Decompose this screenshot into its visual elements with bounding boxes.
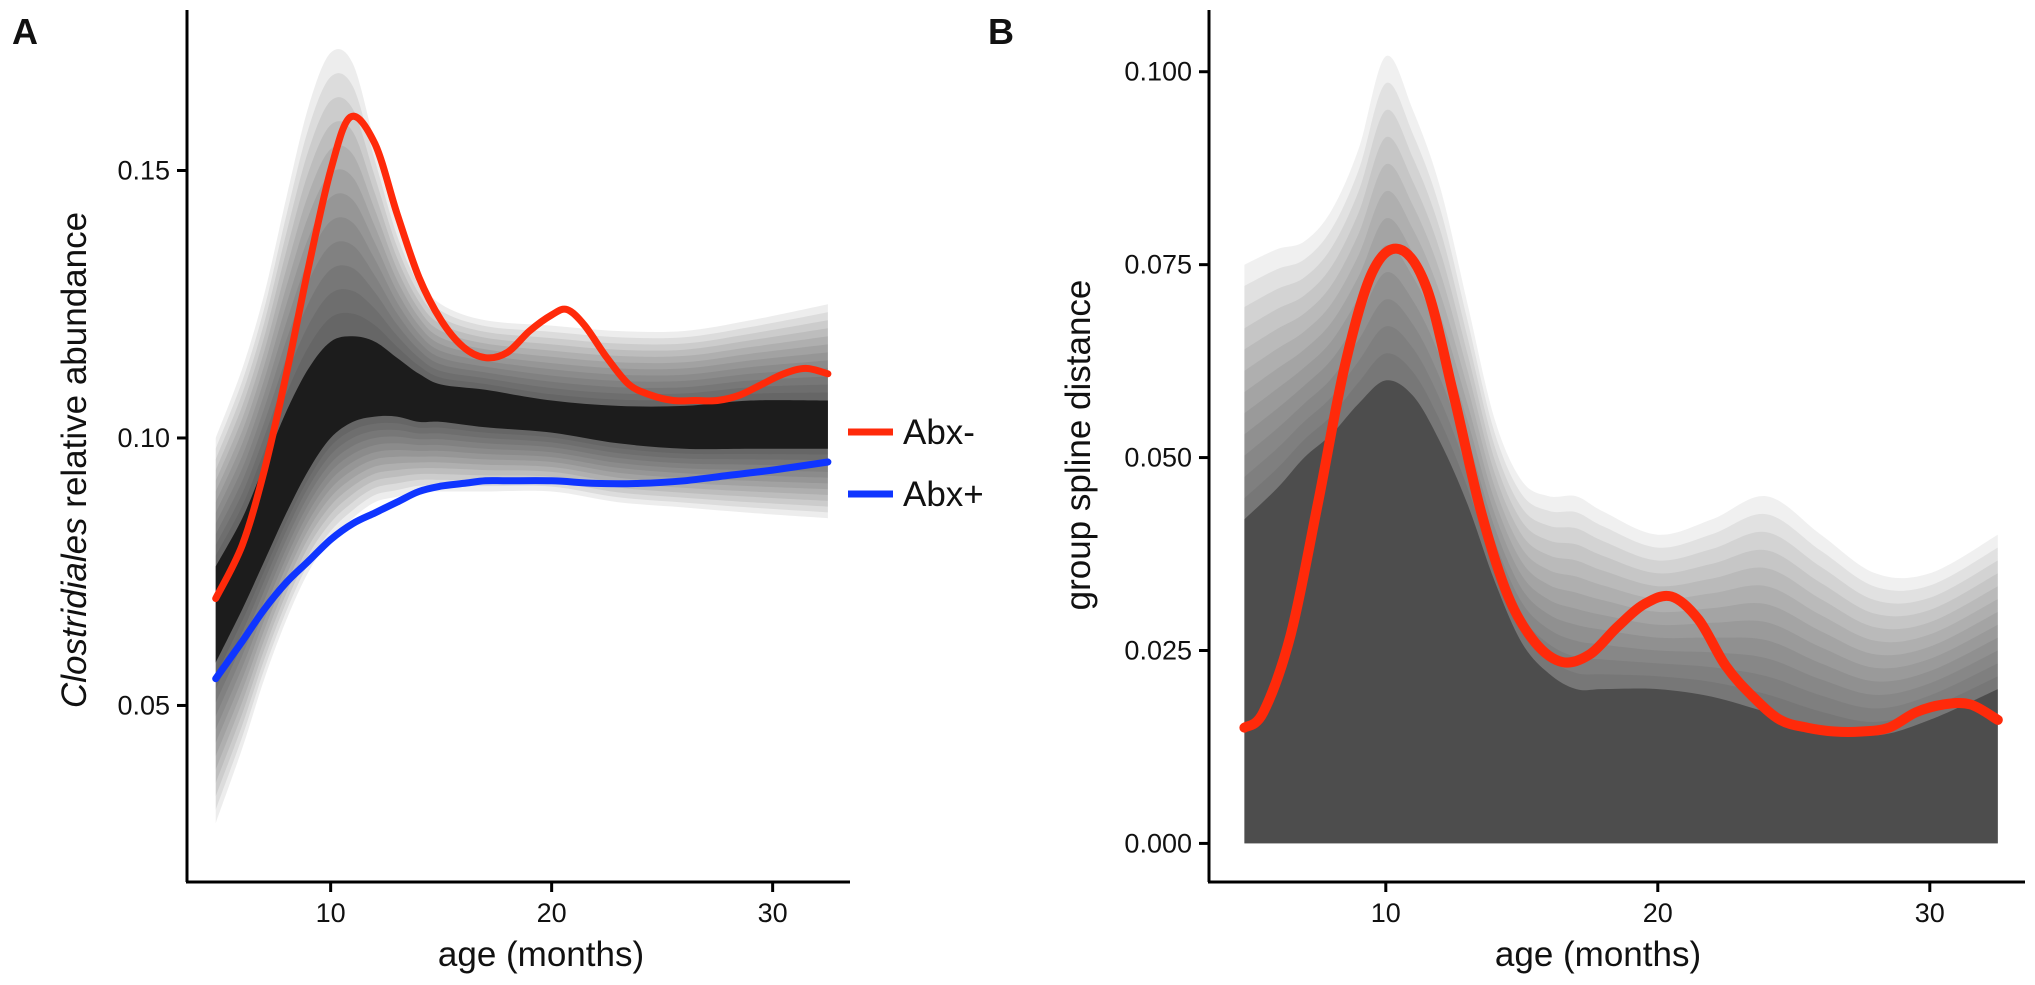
null-band-core	[215, 336, 828, 663]
null-band-layer	[1244, 217, 1998, 844]
y-tick-label: 0.10	[117, 423, 170, 453]
y-tick-label: 0.050	[1124, 443, 1192, 473]
panel-b-y-ticks: 0.000 0.025 0.050 0.075 0.100	[1124, 57, 1209, 858]
null-band-layer	[1244, 244, 1998, 844]
x-tick-label: 30	[758, 898, 788, 928]
panel-b-x-axis-title: age (months)	[1495, 935, 1701, 974]
null-band-layer	[215, 73, 828, 810]
panel-b: B 0.000 0.025 0.050 0.075 0.100 10 20 30 age (…	[988, 10, 2025, 974]
legend-label-abx-plus: Abx+	[903, 475, 984, 514]
null-band-layer	[1244, 299, 1998, 844]
x-tick-label: 10	[316, 898, 346, 928]
x-tick-label: 10	[1371, 898, 1401, 928]
series-line-abx-minus	[212, 458, 832, 683]
panel-b-y-axis-title: group spline distance	[1059, 280, 1098, 611]
legend-label-abx-minus: Abx-	[903, 413, 975, 452]
y-tick-label: 0.100	[1124, 57, 1192, 87]
null-band-layer	[1244, 82, 1998, 844]
series-line-abx-minus	[212, 112, 832, 602]
y-tick-label: 0.000	[1124, 828, 1192, 858]
y-tick-label: 0.15	[117, 155, 170, 185]
x-tick-label: 20	[537, 898, 567, 928]
panel-b-series-group	[1239, 243, 2003, 738]
panel-a: A 0.05 0.10 0.15 10 20 30 age (months) Clost…	[12, 10, 984, 974]
y-tick-label: 0.025	[1124, 635, 1192, 665]
null-band-layer	[215, 193, 828, 743]
panel-b-letter: B	[988, 11, 1014, 52]
panel-b-x-ticks: 10 20 30	[1371, 882, 1945, 928]
null-band-layer	[215, 145, 828, 770]
panel-a-y-axis-title-rest: relative abundance	[55, 212, 94, 518]
y-tick-label: 0.05	[117, 690, 170, 720]
panel-a-x-axis-title: age (months)	[438, 935, 644, 974]
panel-a-y-axis-title-italic: Clostridiales	[55, 517, 94, 708]
null-band-layer	[215, 169, 828, 757]
panel-a-y-ticks: 0.05 0.10 0.15	[117, 155, 187, 720]
null-band-layer	[1244, 326, 1998, 844]
panel-a-letter: A	[12, 11, 38, 52]
x-tick-label: 20	[1643, 898, 1673, 928]
y-tick-label: 0.075	[1124, 250, 1192, 280]
panel-a-x-ticks: 10 20 30	[316, 882, 788, 928]
panel-a-y-axis-title: Clostridiales relative abundance	[55, 212, 94, 708]
null-band-layer	[215, 49, 828, 824]
panel-a-null-band	[215, 49, 828, 824]
null-band-layer	[1244, 163, 1998, 844]
null-band-layer	[215, 121, 828, 783]
null-band-layer	[215, 97, 828, 797]
panel-a-series-group	[212, 112, 832, 683]
null-band-layer	[1244, 190, 1998, 844]
null-band-layer	[1244, 272, 1998, 844]
legend: Abx- Abx+	[848, 413, 984, 514]
null-band-layer	[1244, 55, 1998, 844]
null-band-layer	[1244, 353, 1998, 844]
series-line-observed	[1239, 243, 2003, 738]
x-tick-label: 30	[1915, 898, 1945, 928]
